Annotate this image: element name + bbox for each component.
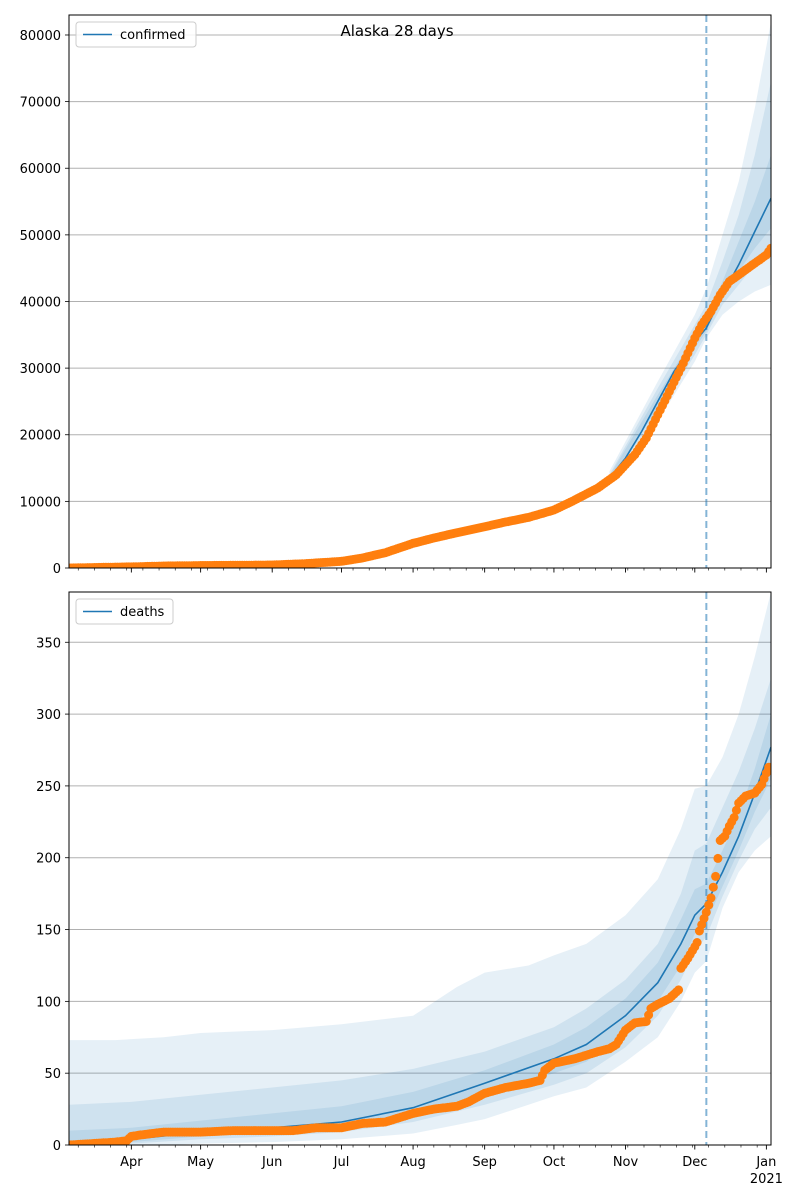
observed-point [706,893,716,903]
y-tick-label: 0 [53,562,61,577]
observed-points-confirmed [69,243,771,568]
legend-label: deaths [120,605,165,620]
x-tick-label: Nov [613,1155,639,1170]
y-tick-label: 10000 [20,495,61,510]
y-tick-label: 200 [36,852,61,867]
y-tick-label: 60000 [20,162,61,177]
observed-point [708,882,718,892]
x-tick-label: Jul [333,1155,350,1170]
bands-deaths [69,592,771,1145]
legend-label: confirmed [120,28,186,43]
bands-confirmed [609,21,771,485]
y-tick-label: 50 [44,1067,61,1082]
chart-title: Alaska 28 days [340,22,453,40]
confidence-band [609,21,771,485]
y-tick-label: 300 [36,708,61,723]
axes-frame [68,591,772,1146]
y-tick-label: 150 [36,924,61,939]
x-tick-label: Apr [120,1155,143,1170]
y-tick-label: 250 [36,780,61,795]
x-tick-label: Dec [682,1155,707,1170]
observed-point [731,805,741,815]
y-tick-label: 20000 [20,429,61,444]
confidence-band [609,81,771,482]
y-tick-label: 40000 [20,295,61,310]
observed-point [711,871,721,881]
y-tick-label: 0 [53,1139,61,1154]
observed-point [713,853,723,863]
observed-point [766,243,771,253]
observed-point [729,813,739,822]
x-tick-label: Jan [755,1155,776,1170]
x-tick-label: May [187,1155,214,1170]
observed-points-deaths [69,762,771,1145]
y-tick-label: 350 [36,636,61,651]
y-tick-label: 30000 [20,362,61,377]
axes-frame [68,14,772,569]
y-tick-label: 80000 [20,29,61,44]
observed-point [692,938,702,947]
legend-box [75,598,174,625]
x-tick-label: Jun [261,1155,282,1170]
y-tick-label: 50000 [20,229,61,244]
panel-deaths: 0 50 100 150 200 250 300 350 Apr May Jun Jul Aug Sep O… [36,591,783,1187]
confidence-band [69,592,771,1145]
y-tick-label: 100 [36,995,61,1010]
x-tick-label: Oct [543,1155,565,1170]
panel-confirmed: 0 10000 20000 30000 40000 50000 60000 70000 8000… [20,14,772,577]
y-tick-label: 70000 [20,96,61,111]
confidence-band [69,678,771,1145]
observed-point [674,985,684,995]
observed-point [764,762,771,772]
observed-point [701,907,711,917]
observed-point [704,900,714,910]
x-tick-label: Aug [400,1155,425,1170]
x-tick-label: Sep [472,1155,497,1170]
x-tick-year-label: 2021 [750,1172,783,1187]
legend-box [75,21,197,48]
